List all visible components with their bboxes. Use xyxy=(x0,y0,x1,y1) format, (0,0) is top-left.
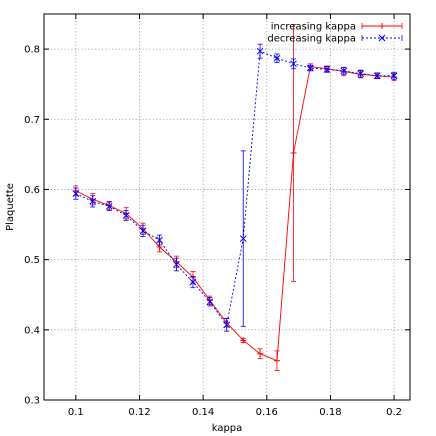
x-tick-label: 0.2 xyxy=(386,407,402,418)
data-point xyxy=(139,227,147,235)
data-point xyxy=(357,70,365,78)
series-decreasing xyxy=(72,43,398,332)
legend-swatch-increasing xyxy=(361,23,403,29)
marker-stroke xyxy=(323,66,331,73)
data-point xyxy=(173,261,180,268)
legend: increasing kappa decreasing kappa xyxy=(267,22,403,45)
data-point xyxy=(307,64,314,72)
marker-stroke xyxy=(256,47,264,55)
data-point xyxy=(256,47,264,55)
y-tick-label: 0.8 xyxy=(24,45,40,56)
legend-marker xyxy=(379,23,385,29)
x-axis-label: kappa xyxy=(212,423,243,434)
x-tick-label: 0.12 xyxy=(128,407,150,418)
marker-stroke xyxy=(173,261,180,268)
marker-stroke xyxy=(189,278,197,286)
marker-stroke xyxy=(139,227,147,235)
series-line xyxy=(75,50,395,327)
marker-stroke xyxy=(357,70,365,78)
marker-stroke xyxy=(307,64,314,72)
data-point xyxy=(223,321,231,329)
marker-stroke xyxy=(89,198,97,205)
marker-stroke xyxy=(223,321,231,329)
plot-series xyxy=(72,24,398,371)
legend-label-decreasing: decreasing kappa xyxy=(267,34,356,45)
data-point xyxy=(273,357,280,364)
legend-swatch-decreasing xyxy=(361,34,403,42)
marker-stroke xyxy=(239,235,247,242)
y-tick-label: 0.7 xyxy=(24,115,40,126)
marker-stroke xyxy=(390,72,398,80)
marker-stroke xyxy=(122,212,130,219)
x-tick-label: 0.1 xyxy=(68,407,84,418)
legend-label-increasing: increasing kappa xyxy=(271,22,356,33)
axis-ticks: 0.1 0.12 0.14 0.16 0.18 0.2 0.3 0.4 0.5 0.6 0.7 0.8 xyxy=(24,14,410,418)
marker-stroke xyxy=(105,202,113,210)
data-point xyxy=(156,236,163,244)
x-tick-label: 0.18 xyxy=(319,407,341,418)
data-point xyxy=(206,298,214,306)
x-tick-label: 0.14 xyxy=(192,407,214,418)
marker-stroke xyxy=(378,34,386,42)
marker-stroke xyxy=(72,190,80,198)
y-tick-label: 0.3 xyxy=(24,396,40,407)
grid xyxy=(44,14,410,401)
marker-stroke xyxy=(273,54,281,62)
marker-stroke xyxy=(373,72,381,80)
x-tick-label: 0.16 xyxy=(256,407,278,418)
data-point xyxy=(239,235,247,242)
data-point xyxy=(240,337,247,344)
data-point xyxy=(373,72,381,80)
y-tick-label: 0.6 xyxy=(24,185,40,196)
data-point xyxy=(105,202,113,210)
marker-stroke xyxy=(206,298,214,306)
legend-marker xyxy=(378,34,386,42)
marker-stroke xyxy=(340,67,348,75)
data-point xyxy=(89,198,97,205)
data-point xyxy=(72,190,80,198)
y-tick-label: 0.5 xyxy=(24,255,40,266)
plot-frame xyxy=(43,13,411,401)
data-point xyxy=(122,212,130,219)
data-point xyxy=(257,350,264,357)
data-point xyxy=(273,54,281,62)
series-increasing xyxy=(72,24,398,371)
data-point xyxy=(290,149,297,156)
data-point xyxy=(323,66,331,73)
data-point xyxy=(189,278,197,286)
marker-stroke xyxy=(156,236,163,244)
data-point xyxy=(390,72,398,80)
y-tick-label: 0.4 xyxy=(24,325,40,336)
y-axis-label: Plaquette xyxy=(5,183,16,231)
data-point xyxy=(290,60,297,68)
data-point xyxy=(340,67,348,75)
marker-stroke xyxy=(290,60,297,68)
